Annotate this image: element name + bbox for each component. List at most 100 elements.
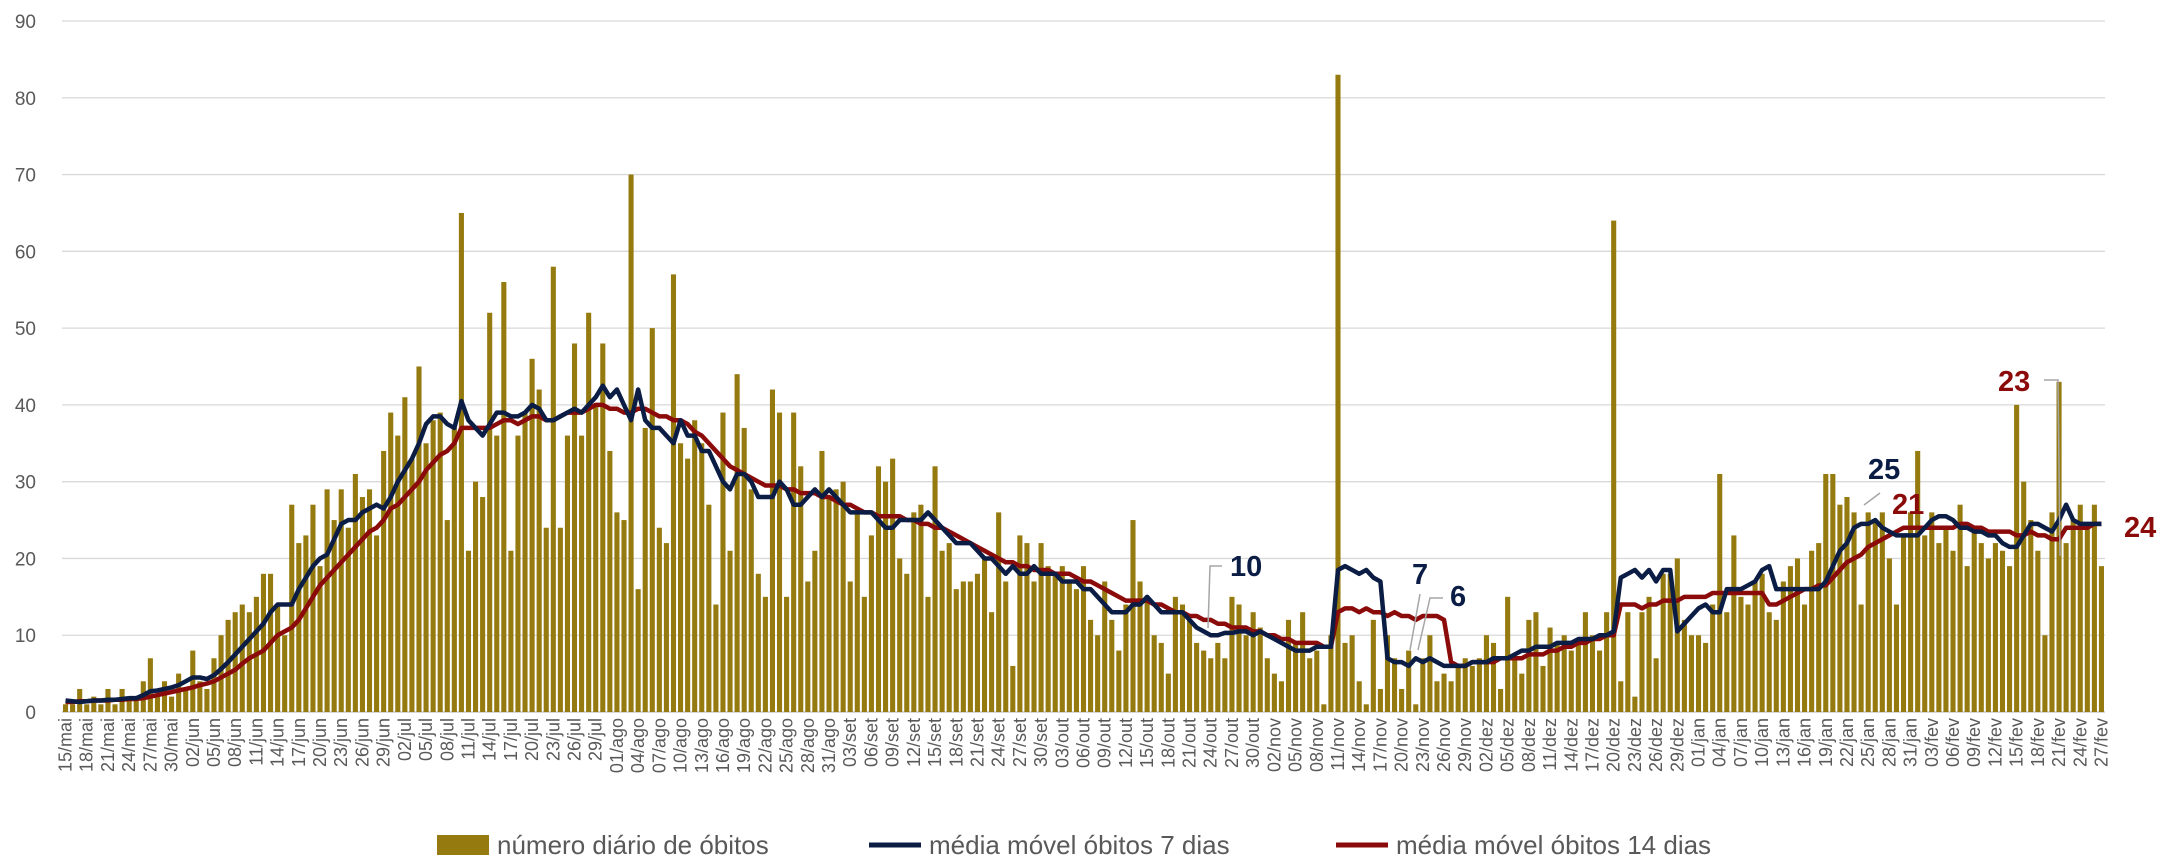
x-tick-label: 21/out <box>1180 718 1200 768</box>
bar <box>395 435 401 712</box>
bar <box>169 696 175 712</box>
x-tick-label: 23/jun <box>331 718 351 767</box>
bar <box>1597 650 1603 712</box>
bar <box>84 704 90 712</box>
bar <box>1710 604 1716 712</box>
bar <box>1017 535 1023 712</box>
bar <box>1667 573 1673 712</box>
bar <box>1208 658 1214 712</box>
x-tick-label: 28/ago <box>798 718 818 773</box>
x-tick-label: 27/fev <box>2091 718 2111 767</box>
bar <box>1052 573 1058 712</box>
x-tick-label: 02/dez <box>1476 718 1496 772</box>
bar <box>204 688 210 712</box>
bar <box>1377 688 1383 712</box>
bar <box>1893 604 1900 712</box>
x-tick-label: 14/jul <box>480 718 500 761</box>
bar <box>784 596 790 712</box>
y-tick-label: 90 <box>15 12 36 33</box>
annotation: 10 <box>1230 551 1262 583</box>
bar <box>1321 704 1327 712</box>
x-tick-label: 23/jul <box>543 718 563 761</box>
bar <box>388 412 394 712</box>
bar <box>1646 596 1652 712</box>
bar <box>303 535 309 712</box>
bar <box>176 673 182 712</box>
bar <box>1731 535 1737 712</box>
bar <box>239 604 245 712</box>
bar <box>1900 535 1907 712</box>
bar <box>1512 658 1518 712</box>
y-tick-label: 70 <box>15 166 36 187</box>
x-tick-label: 18/mai <box>77 718 97 772</box>
bar <box>1787 566 1793 712</box>
bar <box>967 581 973 712</box>
bar <box>366 489 373 712</box>
bar <box>515 435 521 712</box>
x-tick-label: 09/out <box>1095 718 1115 768</box>
y-tick-label: 40 <box>15 396 36 417</box>
x-tick-label: 19/jan <box>1816 718 1836 767</box>
bar <box>734 374 740 712</box>
bar <box>402 397 408 712</box>
bar <box>1519 673 1525 712</box>
bar <box>1264 658 1270 712</box>
x-tick-label: 04/jan <box>1710 718 1730 767</box>
x-tick-label: 21/mai <box>98 718 118 772</box>
bar <box>932 466 938 712</box>
bar <box>1448 681 1454 712</box>
bar <box>805 581 811 712</box>
bar <box>571 343 578 712</box>
bar <box>1844 497 1850 712</box>
bar <box>338 489 344 712</box>
annotation: 7 <box>1412 559 1428 591</box>
x-tick-label: 01/ago <box>607 718 627 773</box>
bar <box>154 696 160 712</box>
bar <box>699 443 705 712</box>
x-tick-label: 03/set <box>840 718 860 767</box>
x-tick-label: 01/jan <box>1689 718 1709 767</box>
bar <box>663 543 669 712</box>
bar <box>883 481 889 712</box>
bar <box>458 212 464 712</box>
legend-label: número diário de óbitos <box>497 830 769 860</box>
bar <box>1823 473 1829 712</box>
bar <box>289 504 295 712</box>
bar <box>1455 665 1461 712</box>
x-tick-label: 20/dez <box>1604 718 1624 772</box>
bar <box>1568 650 1574 712</box>
bar <box>1307 658 1313 712</box>
bar <box>1215 642 1221 712</box>
bar <box>1024 543 1030 712</box>
bar <box>861 596 867 712</box>
x-tick-label: 29/dez <box>1667 718 1687 772</box>
bar <box>310 504 316 712</box>
bar <box>1236 604 1242 712</box>
bar <box>847 581 853 712</box>
x-tick-label: 20/jul <box>522 718 542 761</box>
bar <box>1010 665 1016 712</box>
x-tick-label: 12/fev <box>1985 718 2005 767</box>
bar <box>741 427 747 712</box>
bar <box>1738 596 1744 712</box>
bar <box>1505 596 1511 712</box>
bar <box>1582 612 1588 712</box>
bar <box>974 573 981 712</box>
y-tick-label: 10 <box>15 626 36 647</box>
bar <box>112 704 118 712</box>
bar <box>1356 681 1362 712</box>
bar <box>755 573 761 712</box>
bar <box>678 443 684 712</box>
bar <box>996 512 1002 712</box>
bar <box>1695 635 1702 712</box>
bar <box>529 358 535 712</box>
bar <box>628 174 634 713</box>
bar <box>1109 619 1115 712</box>
x-tick-label: 26/jul <box>565 718 585 761</box>
x-tick-label: 25/ago <box>777 718 797 773</box>
bar <box>1766 612 1772 712</box>
x-tick-label: 22/ago <box>755 718 775 773</box>
bar <box>989 612 995 712</box>
x-tick-label: 28/jan <box>1879 718 1899 767</box>
bar <box>381 450 387 712</box>
